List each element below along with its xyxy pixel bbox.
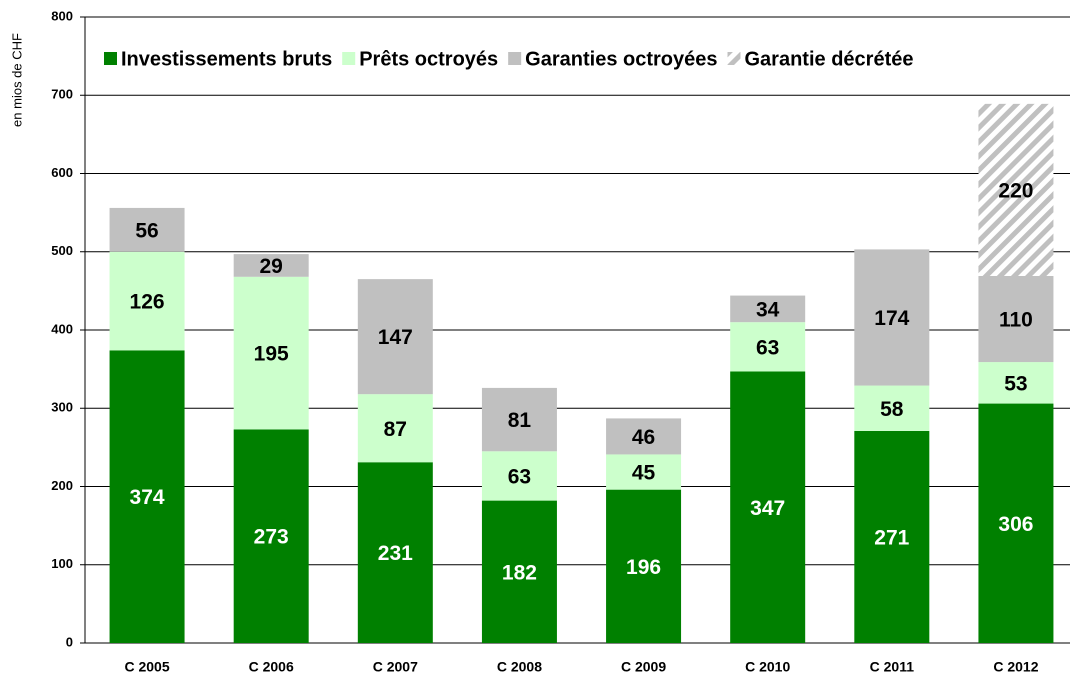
- legend-label: Investissements bruts: [121, 48, 332, 70]
- y-tick-label: 100: [51, 556, 73, 571]
- y-tick-label: 700: [51, 87, 73, 102]
- bar-segment: [730, 295, 806, 323]
- bar-segment: [233, 254, 309, 277]
- bar-segment: [481, 500, 557, 643]
- x-tick-label: C 2007: [373, 659, 418, 675]
- bar-segment: [978, 276, 1054, 363]
- data-label: 45: [632, 462, 656, 485]
- data-label: 195: [254, 343, 289, 366]
- legend-swatch: [104, 52, 117, 65]
- bar-segment: [606, 454, 682, 490]
- y-tick-label: 400: [51, 321, 73, 336]
- bar-segment: [481, 387, 557, 452]
- data-label: 63: [508, 465, 531, 488]
- bar-segment: [978, 403, 1054, 643]
- data-label: 271: [874, 527, 909, 550]
- x-tick-label: C 2011: [870, 659, 915, 675]
- data-label: 46: [632, 426, 655, 449]
- bar-segment: [730, 322, 806, 372]
- bar-segment: [109, 350, 185, 643]
- bar-segment: [109, 207, 185, 252]
- data-label: 174: [874, 307, 909, 330]
- bar-segment: [606, 489, 682, 643]
- bar-segment: [978, 103, 1054, 277]
- legend-swatch: [342, 52, 356, 65]
- y-tick-label: 800: [51, 8, 73, 23]
- data-label: 53: [1004, 372, 1027, 395]
- bar-segment: [606, 418, 682, 455]
- bar-segment: [357, 279, 433, 395]
- bar-segment: [357, 394, 433, 463]
- x-tick-label: C 2009: [621, 659, 666, 675]
- x-tick-label: C 2012: [993, 659, 1038, 675]
- data-label: 56: [135, 219, 158, 242]
- legend-swatch: [508, 52, 522, 65]
- bar-segment: [481, 451, 557, 501]
- data-label: 231: [378, 542, 413, 565]
- data-label: 126: [130, 291, 165, 314]
- legend-swatch: [727, 52, 741, 65]
- data-label: 81: [508, 409, 532, 432]
- data-label: 34: [756, 298, 780, 321]
- y-tick-label: 500: [51, 243, 73, 258]
- data-label: 273: [254, 526, 289, 549]
- data-label: 87: [384, 418, 407, 441]
- y-tick-label: 300: [51, 400, 73, 415]
- bar-segment: [357, 462, 433, 643]
- y-tick-label: 200: [51, 478, 73, 493]
- data-label: 347: [750, 497, 785, 520]
- bar-segment: [978, 362, 1054, 404]
- data-label: 110: [999, 309, 1033, 332]
- bar-segment: [730, 371, 806, 643]
- data-label: 58: [880, 398, 904, 421]
- y-tick-label: 600: [51, 165, 73, 180]
- legend-label: Prêts octroyés: [359, 48, 498, 70]
- data-label: 374: [130, 486, 165, 509]
- bar-segment: [854, 385, 930, 431]
- data-label: 306: [998, 513, 1033, 536]
- data-label: 63: [756, 336, 779, 359]
- data-label: 147: [378, 326, 413, 349]
- bar-segment: [233, 429, 309, 643]
- data-label: 29: [260, 255, 283, 278]
- x-tick-label: C 2006: [249, 659, 294, 675]
- y-tick-label: 0: [66, 634, 73, 649]
- bar-segment: [109, 251, 185, 351]
- bar-segment: [854, 249, 930, 386]
- x-tick-label: C 2010: [745, 659, 790, 675]
- legend-label: Garanties octroyées: [525, 48, 717, 70]
- bar-segment: [233, 276, 309, 430]
- data-label: 182: [502, 561, 537, 584]
- data-label: 220: [998, 179, 1033, 202]
- data-label: 196: [626, 556, 661, 579]
- x-tick-label: C 2005: [124, 659, 169, 675]
- bar-segment: [854, 430, 930, 643]
- legend-label: Garantie décrétée: [745, 48, 914, 70]
- x-tick-label: C 2008: [497, 659, 542, 675]
- y-axis-label: en mios de CHF: [9, 33, 24, 127]
